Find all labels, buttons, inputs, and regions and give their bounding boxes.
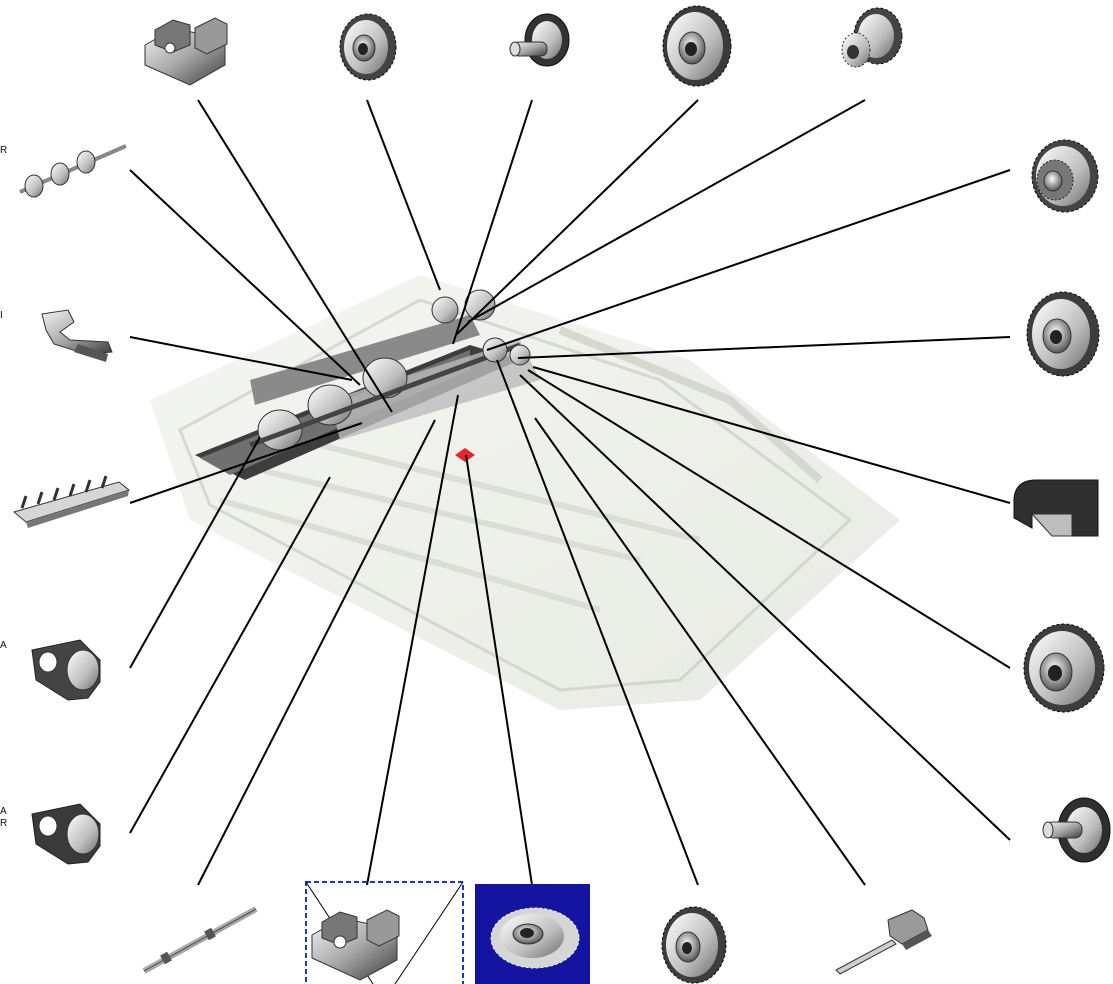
lever-part[interactable] [41,309,113,362]
leader-line [366,99,441,291]
gear-part-right-5[interactable] [1023,623,1105,713]
gear-part-top-4[interactable] [662,5,732,87]
leader-line [197,99,393,413]
leader-line [366,394,459,886]
leader-line [452,99,533,345]
leader-line [532,366,1011,504]
roller-shaft-icon [24,174,44,198]
bushing-part-a[interactable] [31,639,101,701]
edge-label-1: R [0,145,8,156]
gear-part-bottom-highlighted[interactable] [475,884,590,984]
leader-line [129,436,261,669]
edge-label-3a: A [0,640,7,651]
bracket-icon [154,19,191,53]
bracket-icon [321,911,358,946]
double-gear-part-top-5[interactable] [841,7,903,68]
edge-label-2: I [0,310,3,321]
central-assembly [150,275,900,710]
spring-plate-part[interactable] [835,909,932,975]
double-gear-part-right-2[interactable] [1031,139,1099,213]
leader-line [129,169,361,386]
edge-label-4a: A [0,806,7,817]
leader-line [534,417,866,886]
leader-line [527,369,1011,669]
spring-plate-icon [835,939,897,975]
selected-location-marker [455,448,475,462]
edge-label-4b: R [0,818,8,829]
shaft-part-bottom[interactable] [142,906,258,974]
cover-part[interactable] [1013,479,1099,537]
bracket-part-bottom-selected[interactable] [305,881,464,984]
cam-part-right-bottom[interactable] [1042,797,1111,863]
leader-line [467,99,866,323]
leader-line [465,454,533,886]
gear-part-right-3[interactable] [1026,291,1100,377]
gear-part-bottom-4[interactable] [661,906,727,984]
roller-shaft-part[interactable] [19,144,127,198]
leader-line [197,419,436,886]
leader-line [129,336,353,381]
guide-plate-part[interactable] [12,475,131,528]
leader-line [519,374,1011,841]
leader-line [456,99,699,335]
bushing-part-b[interactable] [31,803,101,865]
lever-icon [41,309,113,355]
leader-line [486,169,1011,351]
gear-part-top-2[interactable] [339,13,397,81]
leader-line [517,336,1011,359]
bracket-part-top[interactable] [144,17,228,86]
leader-line [129,476,331,834]
cam-part-top-3[interactable] [509,13,570,67]
leader-lines [129,99,1011,886]
leader-line [496,359,699,886]
